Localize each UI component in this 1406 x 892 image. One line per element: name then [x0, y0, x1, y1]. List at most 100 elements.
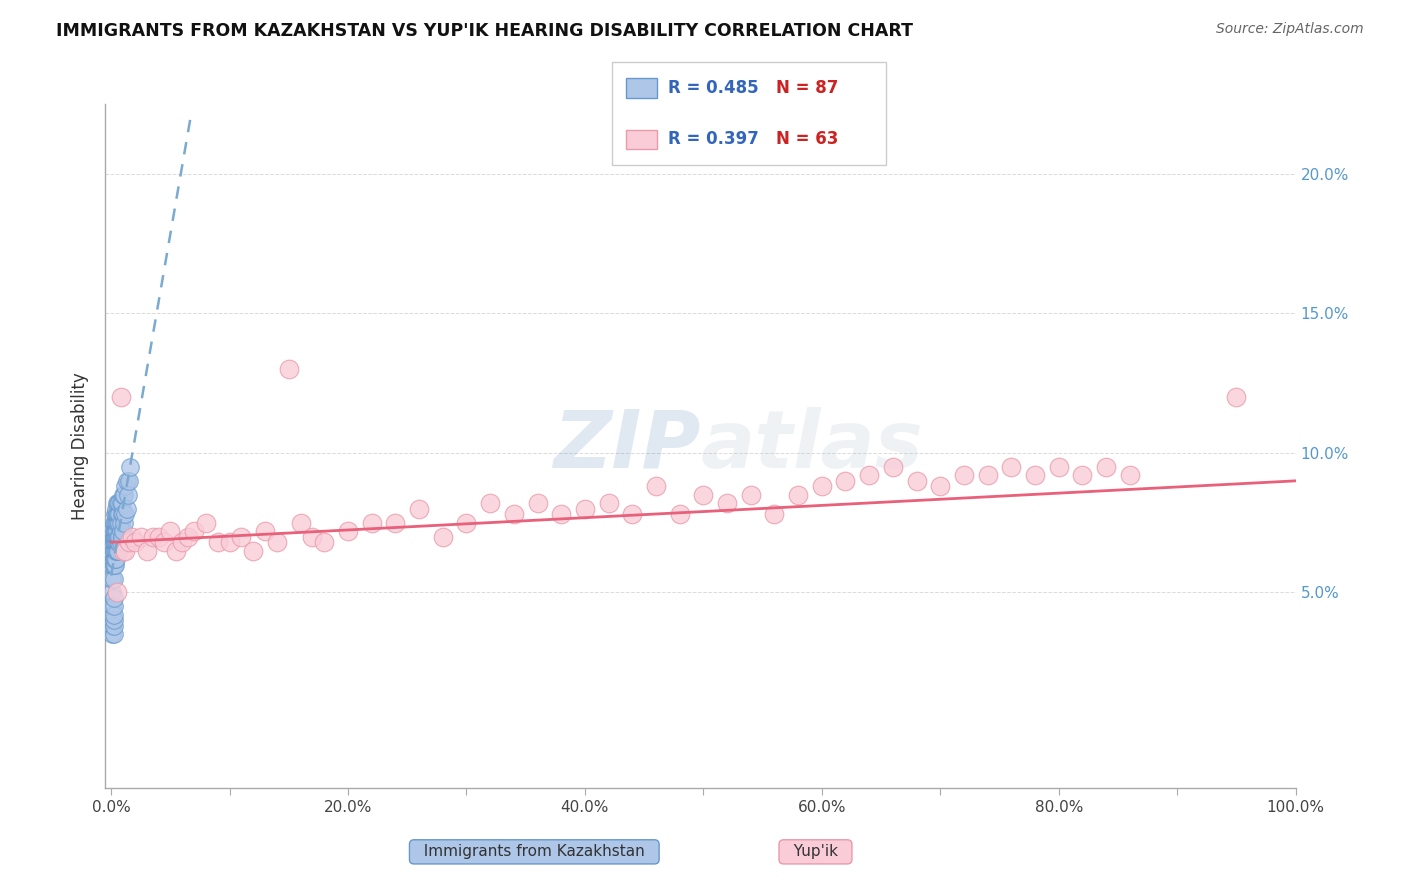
Point	[111, 488, 134, 502]
Point	[104, 552, 127, 566]
Point	[526, 496, 548, 510]
Point	[117, 488, 139, 502]
Point	[104, 543, 127, 558]
Y-axis label: Hearing Disability: Hearing Disability	[72, 372, 89, 520]
Point	[112, 516, 135, 530]
Point	[101, 530, 124, 544]
Point	[103, 572, 125, 586]
Point	[118, 535, 141, 549]
Point	[104, 530, 127, 544]
Point	[384, 516, 406, 530]
Point	[104, 516, 127, 530]
Point	[787, 488, 810, 502]
Point	[103, 530, 125, 544]
Point	[111, 508, 134, 522]
Point	[574, 501, 596, 516]
Point	[104, 543, 127, 558]
Point	[104, 552, 127, 566]
Point	[101, 572, 124, 586]
Point	[105, 524, 128, 538]
Point	[148, 530, 170, 544]
Point	[621, 508, 644, 522]
Point	[101, 607, 124, 622]
Point	[337, 524, 360, 538]
Point	[110, 390, 132, 404]
Point	[118, 474, 141, 488]
Point	[360, 516, 382, 530]
Point	[124, 535, 146, 549]
Point	[502, 508, 524, 522]
Point	[110, 524, 132, 538]
Point	[103, 591, 125, 605]
Point	[111, 524, 134, 538]
Point	[107, 496, 129, 510]
Point	[121, 530, 143, 544]
Point	[104, 535, 127, 549]
Point	[905, 474, 928, 488]
Point	[114, 543, 136, 558]
Point	[104, 524, 127, 538]
Point	[110, 516, 132, 530]
Point	[110, 496, 132, 510]
Point	[101, 524, 124, 538]
Point	[1047, 459, 1070, 474]
Point	[104, 516, 127, 530]
Point	[834, 474, 856, 488]
Point	[107, 516, 129, 530]
Point	[105, 535, 128, 549]
Text: ZIP: ZIP	[553, 407, 700, 485]
Point	[103, 524, 125, 538]
Point	[120, 459, 142, 474]
Text: Immigrants from Kazakhstan: Immigrants from Kazakhstan	[413, 845, 655, 859]
Point	[953, 468, 976, 483]
Point	[763, 508, 786, 522]
Point	[107, 530, 129, 544]
Point	[290, 516, 312, 530]
Point	[218, 535, 240, 549]
Point	[740, 488, 762, 502]
Point	[103, 516, 125, 530]
Point	[105, 530, 128, 544]
Point	[103, 535, 125, 549]
Point	[1024, 468, 1046, 483]
Point	[1119, 468, 1142, 483]
Text: N = 63: N = 63	[776, 130, 838, 148]
Point	[277, 362, 299, 376]
Point	[108, 516, 131, 530]
Point	[104, 535, 127, 549]
Point	[101, 543, 124, 558]
Point	[142, 530, 165, 544]
Point	[112, 488, 135, 502]
Point	[159, 524, 181, 538]
Point	[101, 613, 124, 627]
Point	[103, 552, 125, 566]
Point	[101, 599, 124, 614]
Point	[103, 607, 125, 622]
Point	[101, 558, 124, 572]
Point	[301, 530, 323, 544]
Point	[129, 530, 152, 544]
Point	[104, 501, 127, 516]
Text: IMMIGRANTS FROM KAZAKHSTAN VS YUP'IK HEARING DISABILITY CORRELATION CHART: IMMIGRANTS FROM KAZAKHSTAN VS YUP'IK HEA…	[56, 22, 914, 40]
Point	[104, 508, 127, 522]
Point	[107, 508, 129, 522]
Point	[103, 599, 125, 614]
Point	[108, 508, 131, 522]
Point	[479, 496, 502, 510]
Point	[882, 459, 904, 474]
Text: N = 87: N = 87	[776, 79, 838, 97]
Point	[1225, 390, 1247, 404]
Point	[103, 543, 125, 558]
Point	[254, 524, 277, 538]
Point	[114, 479, 136, 493]
Point	[101, 619, 124, 633]
Point	[810, 479, 832, 493]
Point	[105, 508, 128, 522]
Point	[408, 501, 430, 516]
Point	[105, 585, 128, 599]
Point	[858, 468, 880, 483]
Point	[111, 543, 134, 558]
Point	[692, 488, 714, 502]
Point	[103, 543, 125, 558]
Point	[668, 508, 690, 522]
